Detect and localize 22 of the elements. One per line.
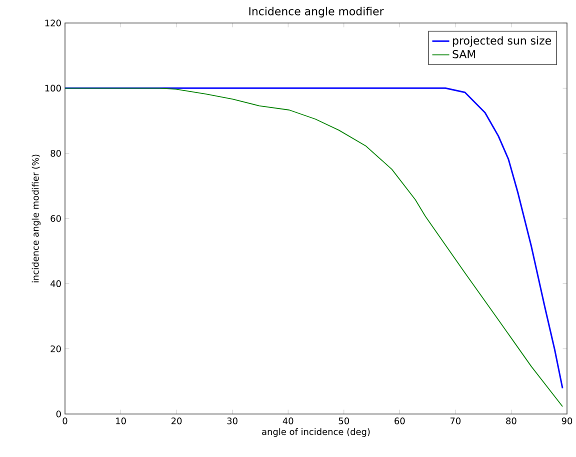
y-tick-label: 80 — [50, 150, 61, 157]
y-tick-label: 120 — [45, 20, 61, 26]
y-axis-title: incidence angle modifier (%) — [32, 154, 41, 282]
x-tick-label: 30 — [227, 418, 238, 424]
x-tick-label: 80 — [506, 418, 516, 424]
x-tick-label: 40 — [282, 418, 294, 424]
x-tick-label: 20 — [172, 418, 182, 424]
y-tick-label: 40 — [50, 280, 61, 288]
x-tick-label: 50 — [338, 418, 349, 424]
y-tick-label: 100 — [45, 84, 61, 92]
x-tick-label: 90 — [562, 418, 572, 424]
chart-title: Incidence angle modifier — [249, 6, 384, 18]
x-tick-label: 0 — [62, 418, 68, 424]
x-tick-label: 70 — [450, 418, 461, 424]
x-tick-label: 10 — [116, 418, 126, 424]
legend-label: projected sun size — [453, 36, 551, 47]
y-tick-label: 0 — [56, 410, 61, 418]
x-tick-label: 60 — [394, 418, 405, 424]
y-tick-label: 20 — [50, 345, 61, 352]
legend-label: SAM — [452, 50, 476, 58]
y-tick-label: 60 — [50, 215, 61, 222]
x-axis-title: angle of incidence (deg) — [262, 428, 370, 437]
